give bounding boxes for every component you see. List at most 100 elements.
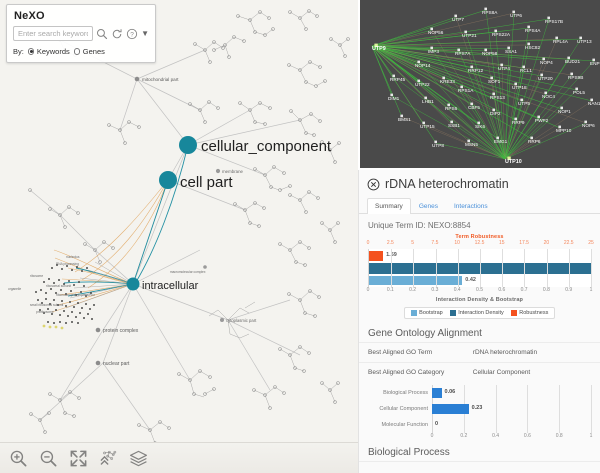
- interaction-node[interactable]: [422, 121, 425, 125]
- interaction-node[interactable]: [492, 108, 495, 112]
- legend-item-robustness: Robustness: [510, 309, 548, 316]
- interaction-node[interactable]: [460, 85, 463, 89]
- interaction-node[interactable]: [492, 92, 495, 96]
- interaction-node[interactable]: [496, 136, 499, 140]
- search-row[interactable]: ? ▼: [13, 26, 149, 41]
- interaction-node[interactable]: [374, 43, 378, 47]
- interaction-node[interactable]: [470, 65, 473, 69]
- interaction-node[interactable]: [424, 96, 427, 100]
- help-icon[interactable]: ?: [126, 28, 138, 40]
- interaction-node[interactable]: [484, 7, 487, 11]
- tab-genes[interactable]: Genes: [418, 203, 438, 210]
- interaction-edge: [371, 45, 561, 129]
- interaction-node[interactable]: [575, 87, 578, 91]
- close-circle-icon[interactable]: [367, 178, 380, 191]
- interaction-node[interactable]: [430, 46, 433, 50]
- interaction-node[interactable]: [430, 27, 433, 31]
- density-tick: 0.8: [542, 286, 550, 293]
- interaction-node[interactable]: [494, 29, 497, 33]
- search-panel[interactable]: NeXO ? ▼ By:: [6, 4, 156, 63]
- bar-bootstrap-value: 0.42: [465, 276, 476, 283]
- interaction-node[interactable]: [514, 82, 517, 86]
- term-tabs[interactable]: Summary Genes Interactions: [359, 197, 600, 214]
- term-detail-panel[interactable]: rDNA heterochromatin Summary Genes Inter…: [358, 170, 600, 473]
- graph-highlighted-nodes[interactable]: [126, 136, 198, 291]
- tab-interactions[interactable]: Interactions: [453, 203, 488, 210]
- interaction-node[interactable]: [558, 125, 561, 129]
- interaction-node[interactable]: [417, 60, 420, 64]
- interaction-edge: [371, 16, 457, 47]
- graph-mid-nodes[interactable]: mitochondrial part membrane protein comp…: [95, 76, 257, 367]
- interaction-node[interactable]: [514, 117, 517, 121]
- interaction-node[interactable]: [567, 56, 570, 60]
- interaction-node[interactable]: [507, 46, 510, 50]
- radio-genes[interactable]: Genes: [73, 47, 105, 56]
- interaction-node[interactable]: [560, 106, 563, 110]
- interaction-node[interactable]: [417, 79, 420, 83]
- interaction-node[interactable]: [579, 36, 582, 40]
- interaction-node[interactable]: [477, 121, 480, 125]
- tab-summary[interactable]: Summary: [367, 198, 411, 214]
- interaction-node[interactable]: [522, 65, 525, 69]
- interaction-node[interactable]: [590, 98, 593, 102]
- node-cell-part[interactable]: [159, 171, 177, 189]
- interaction-node[interactable]: [512, 10, 515, 14]
- radio-keywords[interactable]: Keywords: [27, 47, 70, 56]
- search-input[interactable]: [13, 26, 94, 41]
- interaction-node[interactable]: [542, 57, 545, 61]
- interaction-nodes[interactable]: [374, 7, 595, 160]
- chevron-down-icon[interactable]: ▼: [141, 28, 149, 38]
- interaction-node[interactable]: [544, 91, 547, 95]
- zoom-out-button[interactable]: [39, 449, 58, 468]
- interaction-node[interactable]: [470, 102, 473, 106]
- fit-to-screen-button[interactable]: [69, 449, 88, 468]
- node-cellular-component[interactable]: [179, 136, 197, 154]
- interaction-node[interactable]: [555, 36, 558, 40]
- interaction-node[interactable]: [520, 98, 523, 102]
- layers-button[interactable]: [129, 449, 148, 468]
- graph-toolbar[interactable]: [0, 442, 358, 473]
- interaction-node[interactable]: [547, 16, 550, 20]
- zoom-in-button[interactable]: [9, 449, 28, 468]
- interaction-node[interactable]: [390, 93, 393, 97]
- robustness-tick: 2.5: [386, 239, 394, 246]
- radio-keywords-dot[interactable]: [27, 48, 35, 55]
- interaction-node[interactable]: [450, 120, 453, 124]
- interaction-network-canvas[interactable]: UTP9 UTP7 RPS8A UTP6 RPS17B NOP56 UTP21 RPS22A R…: [360, 0, 600, 170]
- node-intracellular[interactable]: [126, 277, 140, 291]
- interaction-node[interactable]: [464, 30, 467, 34]
- interaction-node[interactable]: [570, 72, 573, 76]
- interaction-node[interactable]: [537, 115, 540, 119]
- collapse-button[interactable]: [99, 449, 118, 468]
- interaction-node[interactable]: [540, 73, 543, 77]
- interaction-node[interactable]: [447, 103, 450, 107]
- interaction-node[interactable]: [434, 140, 437, 144]
- search-icon[interactable]: [96, 28, 108, 40]
- search-by-row[interactable]: By: Keywords Genes: [13, 47, 149, 56]
- radio-genes-dot[interactable]: [73, 48, 81, 55]
- interaction-node[interactable]: [392, 74, 395, 78]
- interaction-node[interactable]: [454, 14, 457, 18]
- ontology-graph-canvas[interactable]: organelle ribosome ribosomal subunit rib…: [0, 0, 358, 473]
- interaction-node[interactable]: [500, 63, 503, 67]
- interaction-node[interactable]: [530, 136, 533, 140]
- interaction-node[interactable]: [457, 48, 460, 52]
- interaction-edge: [371, 45, 463, 89]
- interaction-node[interactable]: [507, 156, 511, 160]
- interaction-node[interactable]: [527, 25, 530, 29]
- interaction-node[interactable]: [527, 42, 530, 46]
- legend-label-bootstrap: Bootstrap: [419, 309, 443, 316]
- interaction-node[interactable]: [490, 76, 493, 80]
- ontology-network-view[interactable]: organelle ribosome ribosomal subunit rib…: [0, 0, 358, 473]
- interaction-edge: [371, 45, 545, 61]
- interaction-edge: [504, 59, 545, 160]
- refresh-icon[interactable]: [111, 28, 123, 40]
- interaction-node[interactable]: [442, 76, 445, 80]
- interaction-network-view[interactable]: UTP9 UTP7 RPS8A UTP6 RPS17B NOP56 UTP21 RPS22A R…: [358, 0, 600, 170]
- interaction-node[interactable]: [484, 48, 487, 52]
- interaction-node[interactable]: [467, 139, 470, 143]
- interaction-node[interactable]: [584, 120, 587, 124]
- interaction-node[interactable]: [592, 58, 595, 62]
- interaction-node[interactable]: [400, 114, 403, 118]
- robustness-tick: 0: [366, 239, 370, 246]
